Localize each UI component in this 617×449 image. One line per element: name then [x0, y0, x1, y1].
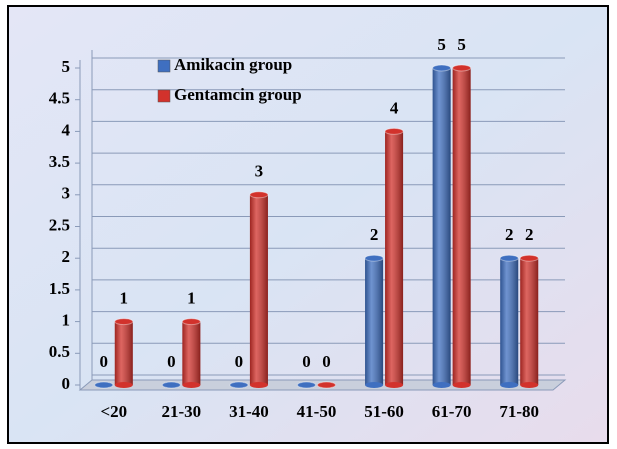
legend-label: Amikacin group	[174, 55, 292, 74]
data-label: 5	[437, 35, 446, 54]
bar	[161, 381, 181, 389]
data-label: 0	[100, 352, 109, 371]
x-tick-label: <20	[100, 402, 127, 421]
bar-top	[364, 254, 384, 262]
bar-base	[385, 382, 404, 388]
data-label: 0	[167, 352, 176, 371]
bar-shade	[452, 68, 471, 385]
bar-base	[249, 382, 268, 388]
bar	[519, 254, 539, 388]
bar-top	[519, 254, 539, 262]
bar-shade	[432, 68, 451, 385]
bar	[499, 254, 519, 388]
bar-shade	[500, 258, 519, 385]
y-tick-label: 5	[62, 57, 71, 76]
bar-shade	[114, 321, 133, 385]
data-label: 0	[235, 352, 244, 371]
bar	[94, 381, 114, 389]
bar-base	[114, 382, 133, 388]
data-label: 2	[370, 225, 379, 244]
data-label: 4	[390, 98, 399, 117]
data-label: 1	[120, 289, 129, 308]
bar	[114, 318, 134, 388]
x-tick-label: 61-70	[432, 402, 472, 421]
bar-base	[365, 382, 384, 388]
bar-top	[114, 318, 134, 326]
data-label: 3	[255, 162, 264, 181]
y-tick-label: 0	[62, 374, 71, 393]
data-label: 0	[302, 352, 311, 371]
data-label: 1	[187, 289, 196, 308]
y-tick-label: 2.5	[49, 215, 70, 234]
bar	[181, 318, 201, 388]
bar-top	[452, 64, 472, 72]
bar-top	[317, 381, 336, 389]
data-label: 2	[525, 225, 534, 244]
bar	[432, 64, 452, 388]
bar-shade	[365, 258, 384, 385]
data-label: 5	[457, 35, 466, 54]
y-tick-label: 0.5	[49, 342, 70, 361]
bar-base	[520, 382, 539, 388]
bar-top	[249, 191, 269, 199]
x-tick-label: 31-40	[229, 402, 269, 421]
bar	[384, 127, 404, 388]
bar-top	[384, 127, 404, 135]
bar-base	[500, 382, 519, 388]
x-tick-label: 71-80	[499, 402, 539, 421]
y-tick-label: 2	[62, 247, 71, 266]
bar-top	[94, 381, 114, 389]
data-label: 0	[322, 352, 331, 371]
bar	[364, 254, 384, 388]
bar-top	[229, 381, 249, 389]
bar	[229, 381, 249, 389]
x-tick-label: 51-60	[364, 402, 404, 421]
legend-label: Gentamcin group	[174, 85, 302, 104]
y-tick-label: 3.5	[49, 152, 70, 171]
y-tick-label: 1	[62, 311, 71, 330]
y-tick-label: 4	[62, 120, 71, 139]
bar-shade	[182, 321, 201, 385]
data-label: 2	[505, 225, 514, 244]
bar-shade	[385, 131, 404, 385]
y-tick-label: 4.5	[49, 89, 70, 108]
bar-top	[432, 64, 452, 72]
bar	[317, 381, 336, 389]
bar-base	[182, 382, 201, 388]
bar-shade	[249, 194, 268, 385]
legend-swatch	[157, 59, 171, 73]
bar-top	[161, 381, 181, 389]
bar-base	[432, 382, 451, 388]
x-tick-label: 41-50	[297, 402, 337, 421]
bar	[249, 191, 269, 388]
bar	[452, 64, 472, 388]
y-tick-label: 1.5	[49, 279, 70, 298]
x-tick-label: 21-30	[162, 402, 202, 421]
legend-swatch	[157, 89, 171, 103]
bar-top	[181, 318, 201, 326]
y-tick-label: 3	[62, 184, 71, 203]
bar-top	[297, 381, 316, 389]
bar-top	[499, 254, 519, 262]
bar-base	[452, 382, 471, 388]
bar	[297, 381, 316, 389]
bar-shade	[520, 258, 539, 385]
